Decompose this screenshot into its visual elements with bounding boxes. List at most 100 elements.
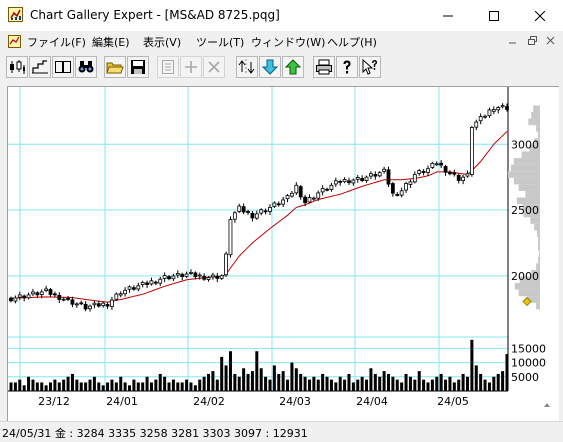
candle-body	[408, 181, 413, 185]
volume-bar	[457, 379, 461, 391]
menu-edit[interactable]: 編集(E)	[92, 36, 130, 49]
dual-pane-icon	[55, 61, 71, 73]
volume-profile-bar	[522, 204, 540, 211]
candle-body	[360, 178, 365, 181]
volume-bar	[338, 376, 342, 391]
candle-body	[167, 276, 171, 280]
volume-bar	[149, 382, 153, 391]
candle-body	[70, 299, 75, 305]
menu-file[interactable]: ファイル(F)	[27, 36, 86, 49]
move-down-button[interactable]	[259, 56, 281, 78]
candle-body	[342, 179, 347, 183]
volume-profile-bar	[533, 105, 540, 113]
volume-bar	[321, 373, 325, 391]
candle-body	[338, 180, 343, 183]
volume-bar	[360, 376, 364, 391]
add-button[interactable]	[180, 56, 202, 78]
candle-body	[483, 115, 487, 118]
split-arrows-button[interactable]	[236, 56, 258, 78]
document-icon[interactable]	[8, 35, 21, 48]
volume-bar	[22, 385, 26, 391]
volume-profile-bar	[513, 158, 540, 165]
candle-body	[202, 275, 207, 280]
chart-window[interactable]: 3000 2500 2000 15000 10000 5000 23/12 24/01 24/0…	[7, 86, 559, 421]
candle-body	[426, 168, 430, 173]
volume-profile-bar	[536, 125, 540, 132]
open-button[interactable]	[104, 56, 126, 78]
minimize-button[interactable]	[425, 0, 471, 31]
volume-profile-bar	[514, 283, 540, 290]
volume-bar	[189, 382, 193, 391]
mdi-minimize-icon	[509, 42, 516, 44]
volume-bar	[250, 371, 254, 391]
menu-help[interactable]: ヘルプ(H)	[327, 36, 377, 49]
candle-body	[74, 303, 79, 306]
volume-bar	[413, 379, 417, 391]
volume-bar	[492, 376, 496, 391]
help-button[interactable]	[336, 56, 358, 78]
volume-bar	[408, 376, 412, 391]
maximize-button[interactable]	[471, 0, 517, 31]
candle-body	[412, 174, 417, 183]
dual-pane-button[interactable]	[52, 56, 74, 78]
volume-tick-label: 15000	[511, 342, 546, 355]
mdi-minimize-button[interactable]	[505, 34, 520, 49]
mdi-close-button[interactable]	[543, 34, 558, 49]
candlestick-button[interactable]	[6, 56, 28, 78]
volume-bar	[391, 376, 395, 391]
volume-bar	[417, 371, 421, 391]
print-button[interactable]	[313, 56, 335, 78]
mdi-restore-icon	[528, 36, 537, 45]
title-bar[interactable]: Chart Gallery Expert - [MS&AD 8725.pqg]	[0, 0, 563, 31]
step-chart-button[interactable]	[29, 56, 51, 78]
context-help-button[interactable]	[359, 56, 381, 78]
search-button[interactable]	[75, 56, 97, 78]
save-button[interactable]	[127, 56, 149, 78]
volume-bar	[299, 373, 303, 391]
candle-body	[316, 192, 321, 199]
minimize-icon	[443, 15, 453, 16]
cross-icon	[208, 61, 220, 73]
candle-body	[281, 199, 286, 205]
volume-bar	[505, 354, 509, 391]
properties-button[interactable]	[157, 56, 179, 78]
volume-profile-bar	[518, 289, 540, 297]
candle-body	[263, 210, 268, 213]
volume-bar	[329, 379, 333, 391]
candle-body	[211, 274, 215, 278]
candle-body	[461, 176, 466, 181]
app-logo-icon	[8, 7, 23, 22]
x-tick-label: 23/12	[38, 395, 70, 408]
candle-body	[219, 275, 224, 279]
last-price-marker	[522, 296, 532, 307]
volume-profile-bar	[531, 112, 540, 119]
volume-bar	[496, 373, 500, 391]
move-up-button[interactable]	[282, 56, 304, 78]
mdi-restore-button[interactable]	[525, 34, 540, 49]
plus-icon	[185, 61, 197, 73]
volume-bar	[237, 376, 241, 391]
candle-body	[285, 195, 290, 200]
candle-body	[232, 212, 237, 220]
menu-tools[interactable]: ツール(T)	[196, 36, 245, 49]
volume-bar	[426, 382, 430, 391]
candle-body	[66, 297, 70, 300]
volume-bar	[268, 379, 272, 391]
arrow-up-icon	[284, 59, 302, 75]
volume-bar	[369, 368, 373, 391]
candle-body	[88, 305, 92, 310]
volume-profile-bar	[518, 184, 540, 191]
volume-bar	[57, 382, 61, 391]
volume-profile-bar	[536, 263, 540, 270]
menu-view[interactable]: 表示(V)	[143, 36, 182, 49]
candle-body	[250, 212, 255, 219]
candle-body	[474, 121, 479, 128]
volume-bar	[167, 382, 171, 391]
remove-button[interactable]	[203, 56, 225, 78]
close-button[interactable]	[517, 0, 563, 31]
candle-body	[158, 278, 163, 284]
candle-body	[127, 286, 132, 290]
volume-profile-bar	[516, 197, 540, 205]
menu-window[interactable]: ウィンドウ(W)	[251, 36, 326, 49]
